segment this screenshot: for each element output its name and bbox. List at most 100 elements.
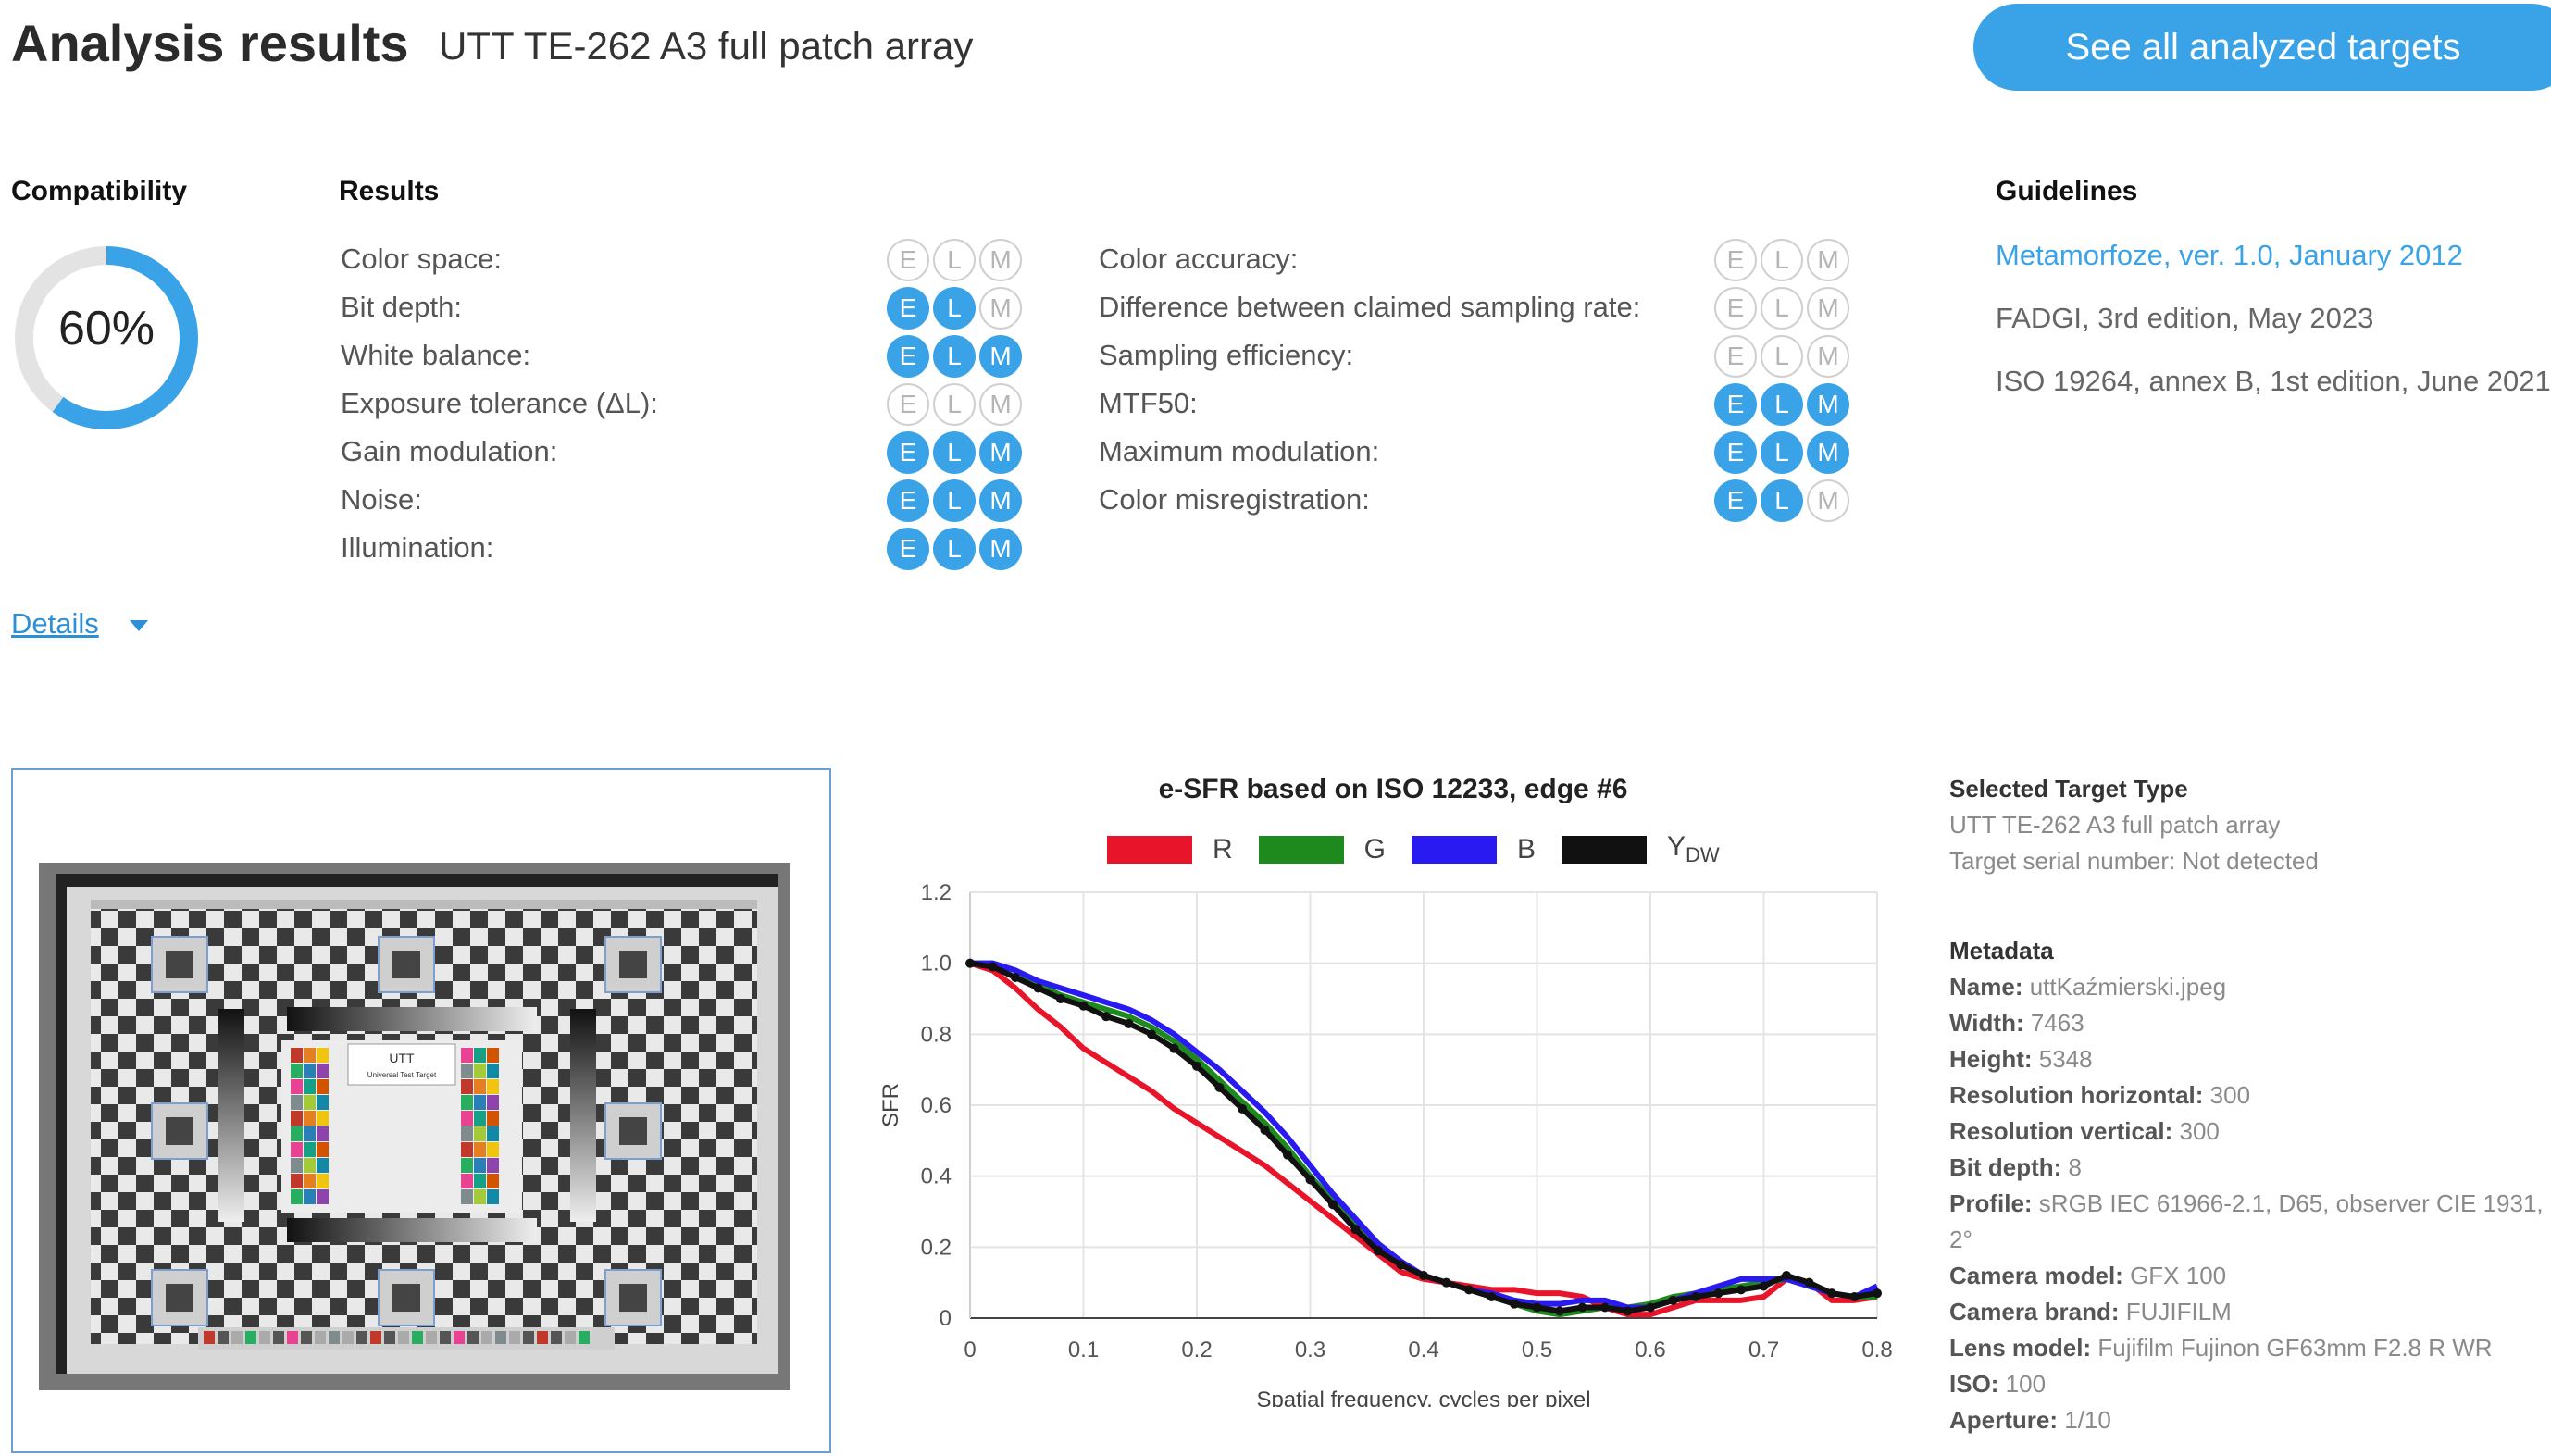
metadata-row: Camera model: GFX 100 xyxy=(1949,1258,2544,1294)
series-point xyxy=(1691,1292,1700,1301)
metadata-key: Camera model: xyxy=(1949,1262,2131,1289)
target-image: UTT Universal Test Target xyxy=(39,863,790,1390)
series-point xyxy=(1782,1271,1791,1280)
series-point xyxy=(988,962,998,972)
x-tick-label: 0.6 xyxy=(1635,1338,1665,1363)
badge-m: M xyxy=(979,528,1022,570)
result-label: MTF50: xyxy=(1099,387,1198,419)
info-panel: Selected Target Type UTT TE-262 A3 full … xyxy=(1949,770,2544,1438)
series-point xyxy=(1668,1295,1678,1305)
y-tick-label: 1.0 xyxy=(921,952,952,977)
series-point xyxy=(1350,1225,1361,1235)
series-point xyxy=(1623,1306,1633,1316)
badge-e: E xyxy=(887,239,929,281)
badge-e: E xyxy=(887,528,929,570)
metadata-key: ISO: xyxy=(1949,1370,2006,1398)
x-tick-label: 0.5 xyxy=(1522,1338,1552,1363)
y-tick-label: 0.2 xyxy=(921,1235,952,1260)
series-point xyxy=(965,958,975,968)
series-point xyxy=(1078,1001,1089,1011)
series-point xyxy=(1464,1285,1474,1295)
badge-e: E xyxy=(887,287,929,330)
series-point xyxy=(1646,1302,1655,1313)
result-label: Maximum modulation: xyxy=(1099,435,1380,467)
badge-l: L xyxy=(933,239,976,281)
metadata-row: Lens model: Fujifilm Fujinon GF63mm F2.8… xyxy=(1949,1330,2544,1366)
badge-l: L xyxy=(933,335,976,378)
metadata-key: Resolution horizontal: xyxy=(1949,1081,2210,1109)
series-point xyxy=(1305,1175,1315,1185)
series-point xyxy=(1713,1288,1723,1299)
series-point xyxy=(1600,1302,1610,1313)
target-image-frame: UTT Universal Test Target xyxy=(11,768,831,1453)
target-name: UTT TE-262 A3 full patch array xyxy=(439,24,974,68)
metadata-key: Profile: xyxy=(1949,1189,2039,1217)
legend-swatch xyxy=(1562,835,1648,864)
metadata-value: sRGB IEC 61966-2.1, D65, observer CIE 19… xyxy=(2038,1189,2544,1217)
legend-item[interactable]: B xyxy=(1412,834,1536,865)
legend-swatch xyxy=(1412,835,1498,864)
y-axis-label: SFR xyxy=(878,1083,903,1127)
metadata-row: Resolution vertical: 300 xyxy=(1949,1114,2544,1150)
guidelines-label: Guidelines xyxy=(1996,176,2138,206)
metadata-key: Height: xyxy=(1949,1045,2039,1073)
series-point xyxy=(1736,1285,1746,1295)
series-point xyxy=(1328,1200,1338,1210)
guideline-iso19264: ISO 19264, annex B, 1st edition, June 20… xyxy=(1996,365,2551,397)
details-link[interactable]: Details xyxy=(11,607,99,640)
badge-m: M xyxy=(1807,383,1849,426)
badge-m: M xyxy=(1807,479,1849,522)
badge-l: L xyxy=(1761,383,1803,426)
y-tick-label: 0 xyxy=(940,1306,952,1331)
selected-target-label: Selected Target Type xyxy=(1949,775,2188,803)
x-tick-label: 0.4 xyxy=(1408,1338,1438,1363)
result-label: Illumination: xyxy=(341,531,494,564)
y-tick-label: 0.8 xyxy=(921,1022,952,1047)
badge-l: L xyxy=(1761,335,1803,378)
chevron-down-icon[interactable] xyxy=(130,620,148,631)
series-point xyxy=(1101,1012,1111,1022)
series-point xyxy=(1192,1061,1201,1071)
x-tick-label: 0.2 xyxy=(1181,1338,1212,1363)
legend-label: B xyxy=(1517,833,1537,865)
badge-m: M xyxy=(979,431,1022,474)
legend-item[interactable]: G xyxy=(1258,834,1386,865)
metadata-row: Name: uttKaźmierski.jpeg xyxy=(1949,969,2544,1005)
badge-l: L xyxy=(933,479,976,522)
result-label: Noise: xyxy=(341,483,422,516)
series-point xyxy=(1374,1246,1383,1256)
badge-l: L xyxy=(933,287,976,330)
result-label: Color space: xyxy=(341,243,503,275)
target-chart-brand: UTT xyxy=(389,1051,415,1065)
legend-item[interactable]: YDW xyxy=(1562,831,1720,867)
series-point xyxy=(1419,1271,1428,1280)
guideline-metamorfoze[interactable]: Metamorfoze, ver. 1.0, January 2012 xyxy=(1996,239,2463,271)
badge-e: E xyxy=(1714,383,1757,426)
badge-l: L xyxy=(1761,431,1803,474)
result-label: Color misregistration: xyxy=(1099,483,1370,516)
legend-item[interactable]: R xyxy=(1107,834,1233,865)
page-title: Analysis results xyxy=(11,14,409,72)
see-all-targets-button[interactable]: See all analyzed targets xyxy=(1973,4,2551,91)
metadata-key: Width: xyxy=(1949,1009,2031,1037)
legend-swatch xyxy=(1107,835,1192,864)
result-label: Color accuracy: xyxy=(1099,243,1299,275)
legend-swatch xyxy=(1258,835,1344,864)
x-tick-label: 0.1 xyxy=(1068,1338,1099,1363)
metadata-label: Metadata xyxy=(1949,937,2054,964)
x-axis-label: Spatial frequency, cycles per pixel xyxy=(1256,1388,1590,1407)
legend-label: R xyxy=(1213,833,1233,865)
metadata-key: Name: xyxy=(1949,973,2030,1001)
compatibility-gauge xyxy=(15,246,198,429)
badge-l: L xyxy=(1761,287,1803,330)
metadata-value: FUJIFILM xyxy=(2125,1298,2232,1325)
badge-l: L xyxy=(1761,479,1803,522)
